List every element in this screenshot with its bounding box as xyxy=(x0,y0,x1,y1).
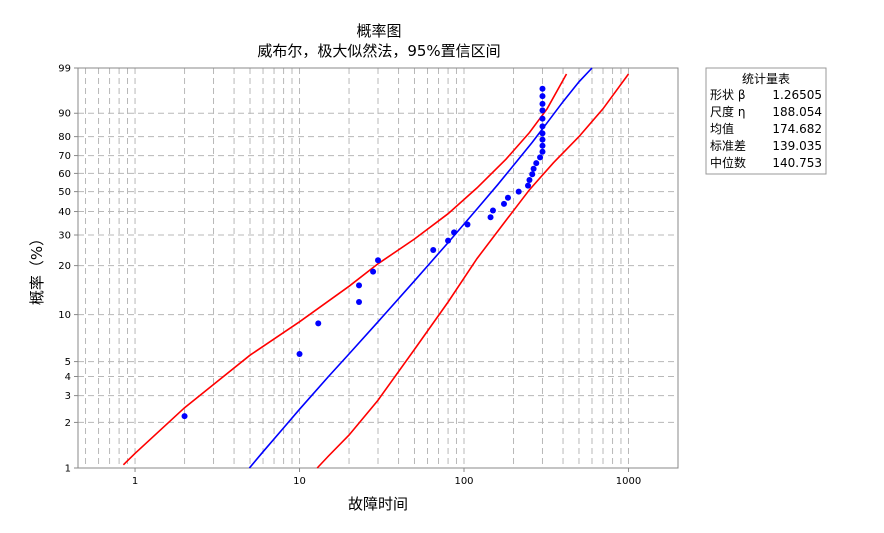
data-point xyxy=(539,130,546,137)
data-point xyxy=(500,200,507,207)
data-point xyxy=(504,194,511,201)
data-point xyxy=(451,229,458,236)
data-point xyxy=(529,171,536,178)
x-tick-label: 1 xyxy=(132,476,138,487)
y-axis-ticks: 1 2 3 4 5 10 20 30 40 50 60 70 80 90 99 xyxy=(58,64,78,475)
data-points xyxy=(181,85,546,420)
stat-value: 188.054 xyxy=(772,105,822,119)
y-tick-label: 99 xyxy=(58,64,71,75)
data-point xyxy=(515,188,522,195)
data-point xyxy=(539,85,546,92)
x-axis-title: 故障时间 xyxy=(348,495,408,513)
data-point xyxy=(539,93,546,100)
fit-curves xyxy=(122,67,630,469)
data-point xyxy=(181,413,188,420)
data-point xyxy=(356,298,363,305)
x-tick-label: 10 xyxy=(293,476,306,487)
y-tick-label: 80 xyxy=(58,132,71,143)
statistics-table-box xyxy=(705,67,827,175)
statistics-table: 统计量表 形状 β 1.26505 尺度 η 188.054 均值 174.682 标准差 1… xyxy=(705,67,827,175)
lower-confidence-bound xyxy=(316,73,630,469)
data-point xyxy=(539,107,546,114)
data-point xyxy=(539,148,546,155)
data-point xyxy=(464,221,471,228)
data-point xyxy=(539,123,546,130)
y-tick-label: 30 xyxy=(58,230,71,241)
statistics-table-rows: 形状 β 1.26505 尺度 η 188.054 均值 174.682 标准差 139.03… xyxy=(710,88,822,170)
y-tick-label: 60 xyxy=(58,169,71,180)
y-tick-label: 2 xyxy=(65,418,71,429)
chart-subtitle: 威布尔，极大似然法，95%置信区间 xyxy=(257,42,500,60)
y-tick-label: 4 xyxy=(65,372,71,383)
stat-label: 均值 xyxy=(710,121,734,136)
y-axis-title: 概率（%） xyxy=(28,231,46,305)
stat-value: 174.682 xyxy=(772,122,822,136)
data-point xyxy=(539,100,546,107)
data-point xyxy=(430,246,437,253)
data-point xyxy=(539,115,546,122)
statistics-table-title: 统计量表 xyxy=(742,72,790,86)
y-tick-label: 1 xyxy=(65,464,71,475)
stat-label: 中位数 xyxy=(710,155,746,170)
data-point xyxy=(356,282,363,289)
y-tick-label: 10 xyxy=(58,310,71,321)
stat-value: 140.753 xyxy=(772,156,822,170)
data-point xyxy=(525,182,532,189)
y-tick-label: 40 xyxy=(58,207,71,218)
x-tick-label: 100 xyxy=(454,476,473,487)
y-tick-label: 70 xyxy=(58,151,71,162)
y-tick-label: 20 xyxy=(58,261,71,272)
stat-label: 形状 β xyxy=(710,88,745,102)
data-point xyxy=(539,142,546,149)
data-point xyxy=(487,214,494,221)
y-tick-label: 5 xyxy=(65,357,71,368)
data-point xyxy=(370,268,377,275)
x-axis-ticks: 1 10 100 1000 xyxy=(132,468,641,487)
stat-label: 尺度 η xyxy=(710,104,745,119)
data-point xyxy=(445,237,452,244)
data-point xyxy=(530,165,537,172)
upper-confidence-bound xyxy=(122,73,568,466)
data-point xyxy=(489,207,496,214)
plot-frame xyxy=(77,67,679,469)
stat-label: 标准差 xyxy=(710,139,746,153)
grid-lines xyxy=(78,68,679,468)
data-point xyxy=(537,154,544,161)
data-point xyxy=(526,177,533,184)
stat-value: 139.035 xyxy=(772,139,822,153)
data-point xyxy=(296,350,303,357)
x-tick-label: 1000 xyxy=(616,476,641,487)
y-tick-label: 50 xyxy=(58,187,71,198)
y-tick-label: 90 xyxy=(58,109,71,120)
stat-value: 1.26505 xyxy=(772,88,822,102)
data-point xyxy=(539,136,546,143)
chart-title: 概率图 xyxy=(356,22,401,40)
y-tick-label: 3 xyxy=(65,391,71,402)
data-point xyxy=(533,160,540,167)
data-point xyxy=(375,257,381,264)
data-point xyxy=(315,320,322,327)
